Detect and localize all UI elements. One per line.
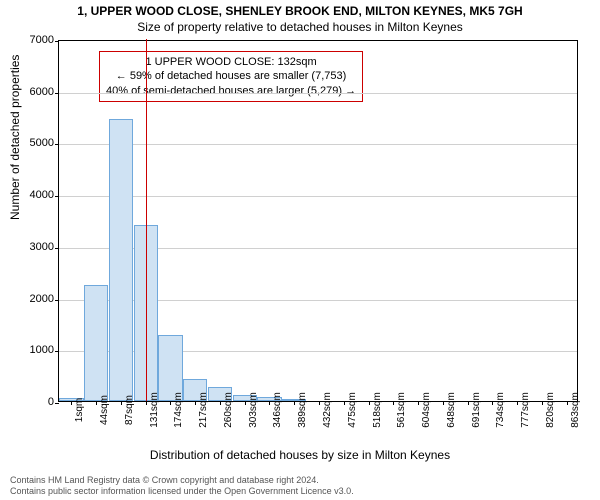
ytick-label: 0 [14, 396, 54, 408]
xtick-label: 691sqm [471, 392, 482, 428]
property-marker-line [146, 39, 147, 401]
xtick-mark [344, 401, 345, 405]
xtick-label: 346sqm [272, 392, 283, 428]
xtick-mark [121, 401, 122, 405]
xtick-label: 604sqm [421, 392, 432, 428]
xtick-label: 863sqm [570, 392, 581, 428]
xtick-label: 174sqm [173, 392, 184, 428]
chart-container: 1, UPPER WOOD CLOSE, SHENLEY BROOK END, … [0, 0, 600, 500]
histogram-bar [84, 285, 108, 401]
xtick-label: 87sqm [124, 395, 135, 425]
xtick-mark [369, 401, 370, 405]
ytick-mark [55, 41, 59, 42]
ytick-label: 4000 [14, 189, 54, 201]
xtick-label: 389sqm [297, 392, 308, 428]
xtick-mark [492, 401, 493, 405]
annotation-line3: 40% of semi-detached houses are larger (… [106, 84, 356, 98]
xtick-label: 217sqm [198, 392, 209, 428]
xtick-label: 648sqm [446, 392, 457, 428]
xtick-label: 777sqm [520, 392, 531, 428]
xtick-mark [71, 401, 72, 405]
xtick-label: 260sqm [223, 392, 234, 428]
gridline-h [59, 144, 577, 145]
x-axis-label: Distribution of detached houses by size … [0, 448, 600, 462]
footer-line2: Contains public sector information licen… [10, 486, 354, 498]
chart-title-line2: Size of property relative to detached ho… [0, 18, 600, 34]
ytick-mark [55, 300, 59, 301]
xtick-mark [443, 401, 444, 405]
annotation-line2: ← 59% of detached houses are smaller (7,… [106, 69, 356, 83]
chart-title-line1: 1, UPPER WOOD CLOSE, SHENLEY BROOK END, … [0, 0, 600, 18]
xtick-label: 475sqm [347, 392, 358, 428]
xtick-mark [96, 401, 97, 405]
ytick-mark [55, 144, 59, 145]
gridline-h [59, 196, 577, 197]
ytick-mark [55, 351, 59, 352]
xtick-mark [567, 401, 568, 405]
ytick-label: 2000 [14, 293, 54, 305]
xtick-mark [170, 401, 171, 405]
histogram-bar [158, 335, 182, 401]
xtick-mark [319, 401, 320, 405]
ytick-mark [55, 403, 59, 404]
ytick-label: 3000 [14, 241, 54, 253]
ytick-label: 6000 [14, 86, 54, 98]
ytick-label: 5000 [14, 137, 54, 149]
xtick-label: 44sqm [99, 395, 110, 425]
xtick-label: 131sqm [149, 392, 160, 428]
ytick-mark [55, 93, 59, 94]
xtick-mark [418, 401, 419, 405]
xtick-mark [468, 401, 469, 405]
xtick-mark [146, 401, 147, 405]
xtick-mark [393, 401, 394, 405]
plot-area: 1 UPPER WOOD CLOSE: 132sqm ← 59% of deta… [58, 40, 578, 402]
annotation-line1: 1 UPPER WOOD CLOSE: 132sqm [106, 55, 356, 69]
footer-attribution: Contains HM Land Registry data © Crown c… [10, 475, 354, 498]
ytick-label: 7000 [14, 34, 54, 46]
xtick-label: 303sqm [248, 392, 259, 428]
xtick-label: 1sqm [74, 398, 85, 422]
xtick-mark [195, 401, 196, 405]
xtick-mark [220, 401, 221, 405]
xtick-mark [294, 401, 295, 405]
xtick-label: 561sqm [396, 392, 407, 428]
histogram-bar [109, 119, 133, 401]
xtick-mark [542, 401, 543, 405]
xtick-label: 518sqm [372, 392, 383, 428]
xtick-label: 820sqm [545, 392, 556, 428]
xtick-label: 432sqm [322, 392, 333, 428]
ytick-mark [55, 196, 59, 197]
xtick-mark [269, 401, 270, 405]
annotation-box: 1 UPPER WOOD CLOSE: 132sqm ← 59% of deta… [99, 51, 363, 102]
xtick-label: 734sqm [495, 392, 506, 428]
gridline-h [59, 93, 577, 94]
xtick-mark [517, 401, 518, 405]
ytick-mark [55, 248, 59, 249]
footer-line1: Contains HM Land Registry data © Crown c… [10, 475, 354, 487]
ytick-label: 1000 [14, 344, 54, 356]
xtick-mark [245, 401, 246, 405]
